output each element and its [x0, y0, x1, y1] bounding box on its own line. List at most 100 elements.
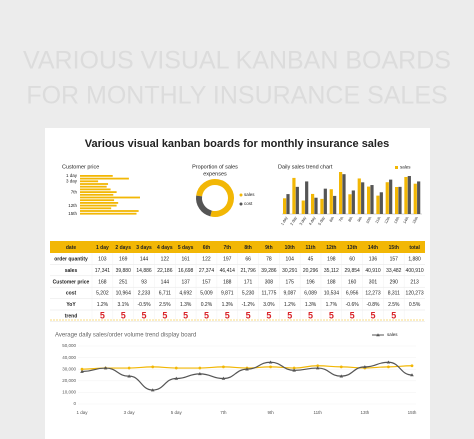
bar: [320, 198, 324, 214]
bar: [80, 188, 111, 191]
table-cell: 144: [140, 257, 149, 263]
bar: [80, 177, 129, 180]
bar: [80, 199, 115, 202]
point: [387, 365, 390, 369]
bar: [342, 174, 346, 214]
table-cell: 11,775: [261, 291, 276, 297]
point: [198, 372, 202, 376]
bar: [413, 183, 417, 214]
table-cell: 196: [306, 279, 315, 285]
table-cell: 157: [390, 257, 399, 263]
header-cell: 13th: [347, 245, 357, 251]
point: [80, 367, 84, 371]
y-tick-label: 40,000: [62, 355, 76, 360]
table-cell: 29,854: [345, 268, 361, 274]
legend-swatch: [239, 193, 243, 197]
bar: [295, 186, 299, 214]
point: [386, 360, 391, 364]
table-cell: -0.5%: [138, 302, 152, 308]
table-cell: 39,286: [261, 268, 277, 274]
donut-slice: [196, 195, 213, 217]
legend-swatch: [395, 166, 398, 169]
x-tick-label: 11th: [313, 410, 322, 415]
table-cell: 188: [327, 279, 336, 285]
table-cell: 104: [286, 257, 295, 263]
bar: [370, 185, 374, 214]
y-tick-label: 30,000: [62, 366, 76, 371]
table-cell: 2,233: [138, 291, 151, 297]
table-cell: 144: [161, 279, 170, 285]
table-cell: 22,186: [157, 268, 173, 274]
table-cell: 213: [410, 279, 419, 285]
x-tick-label: 7th: [220, 410, 227, 415]
table-cell: 308: [265, 279, 274, 285]
table-cell: 78: [266, 257, 272, 263]
table-cell: 93: [141, 279, 147, 285]
point: [80, 369, 84, 373]
table-cell: 30,291: [282, 268, 298, 274]
point: [410, 373, 414, 377]
point: [245, 367, 249, 371]
bar: [80, 183, 109, 185]
bar: [376, 195, 380, 214]
chart-title: Daily sales trend chart: [278, 164, 333, 170]
legend-label: sales: [387, 332, 398, 337]
table-cell: 10,534: [324, 291, 340, 297]
x-tick-label: 13th: [360, 410, 369, 415]
chart-title: expenses: [203, 171, 227, 177]
bar: [80, 185, 107, 188]
y-tick-label: 20,000: [62, 378, 76, 383]
header-cell: 3 days: [136, 245, 152, 251]
table-cell: 5: [287, 311, 292, 321]
bar: [407, 175, 411, 214]
y-tick-label: 12th: [68, 203, 77, 208]
header-cell: 1 day: [96, 245, 109, 251]
bar: [80, 175, 113, 177]
point: [127, 366, 131, 370]
point: [174, 366, 178, 370]
table-cell: 45: [308, 257, 314, 263]
table-cell: 33,482: [386, 268, 402, 274]
bar: [323, 188, 327, 214]
table-cell: 4,692: [179, 291, 192, 297]
table-cell: 5,009: [200, 291, 213, 297]
table-cell: 120,273: [406, 291, 424, 297]
table-cell: 14,886: [136, 268, 152, 274]
y-tick-label: 3 day: [66, 179, 78, 184]
table-cell: 12,273: [365, 291, 381, 297]
bar: [385, 182, 389, 214]
table-cell: order quantity: [54, 257, 88, 263]
table-cell: sales: [65, 268, 78, 274]
x-tick-label: 5 day: [171, 410, 183, 415]
header-cell: 6th: [203, 245, 211, 251]
table-cell: 5,230: [242, 291, 255, 297]
table-cell: 5: [225, 311, 230, 321]
chart-title: Proportion of sales: [192, 164, 238, 170]
bar: [361, 182, 365, 214]
point: [339, 365, 343, 369]
table-cell: 5: [142, 311, 147, 321]
table-cell: 168: [98, 279, 107, 285]
point: [222, 365, 225, 369]
table-cell: -0.6%: [346, 302, 360, 308]
header-cell: 2 days: [115, 245, 131, 251]
bar: [80, 191, 117, 193]
table-cell: -1.2%: [242, 302, 256, 308]
x-tick-label: 4 day: [308, 216, 316, 226]
table-cell: 1.3%: [180, 302, 192, 308]
legend-label: cost: [244, 201, 253, 206]
table-cell: 6,956: [346, 291, 359, 297]
table-cell: 175: [286, 279, 295, 285]
x-tick-label: 15th: [408, 410, 417, 415]
table-cell: 46,414: [220, 268, 236, 274]
table-cell: 9,871: [221, 291, 234, 297]
table-cell: 21,796: [240, 268, 256, 274]
table-cell: cost: [66, 291, 77, 297]
table-cell: 40,910: [365, 268, 381, 274]
x-tick-label: 3 day: [299, 216, 307, 226]
header-cell: 12th: [326, 245, 336, 251]
bar: [80, 212, 137, 215]
point: [151, 365, 155, 369]
table-cell: 17,341: [95, 268, 111, 274]
